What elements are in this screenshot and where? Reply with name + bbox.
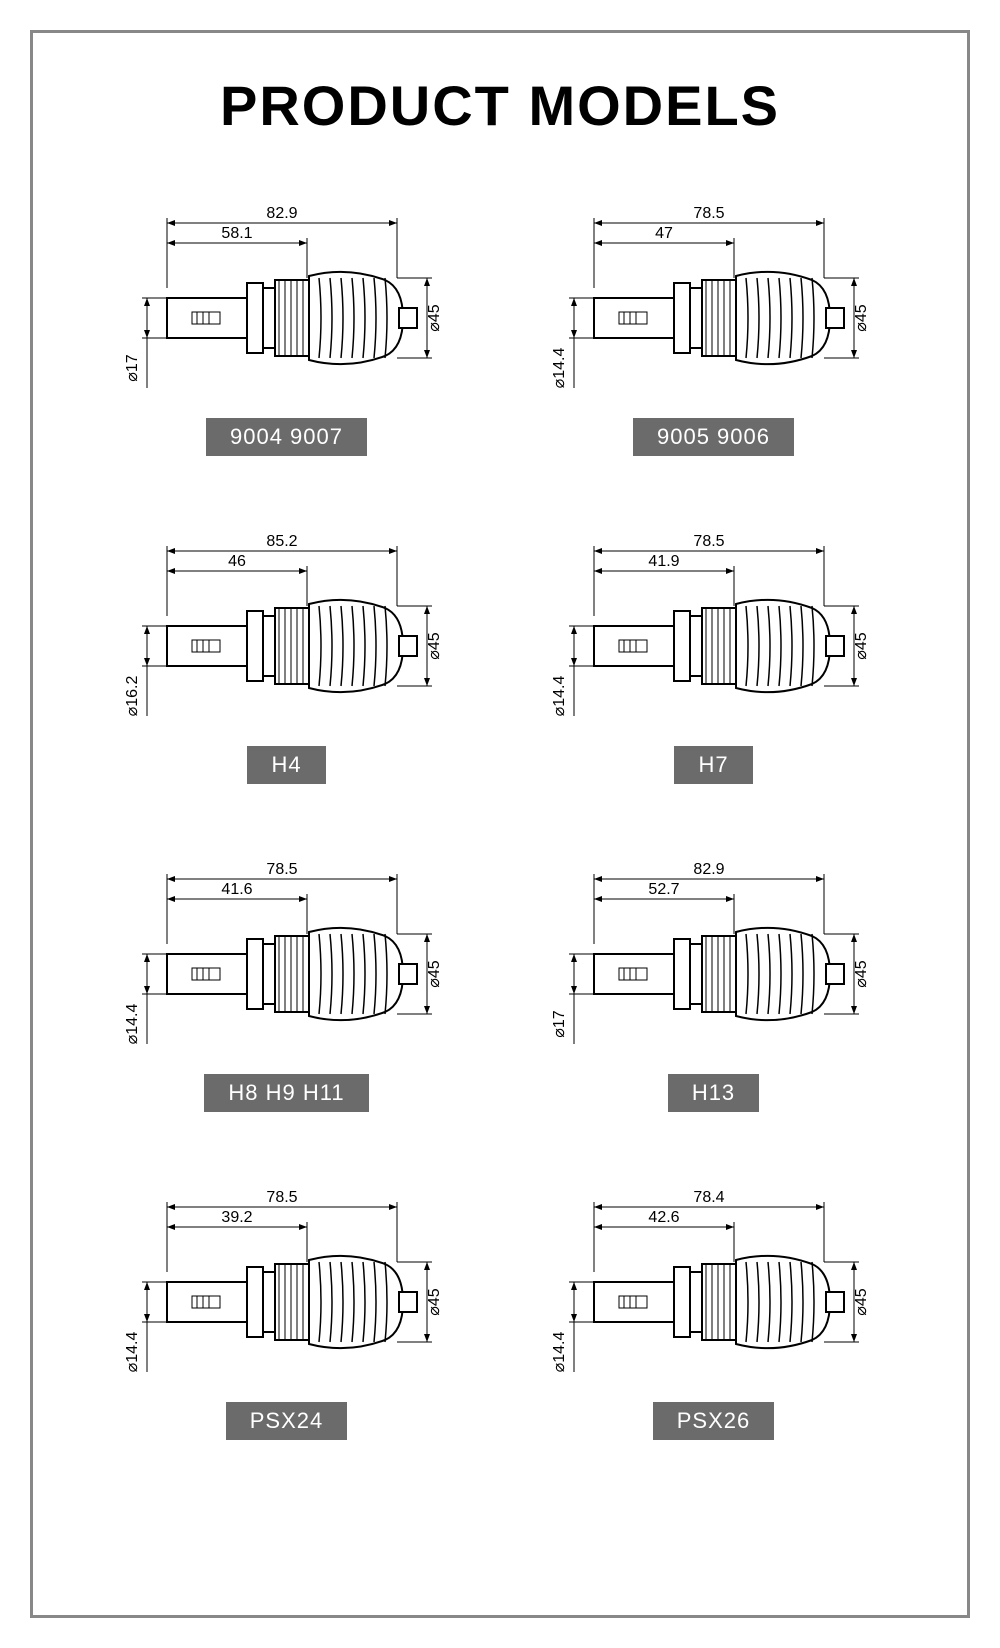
svg-text:78.4: 78.4 bbox=[693, 1189, 724, 1206]
svg-text:⌀45: ⌀45 bbox=[853, 304, 870, 332]
model-diagram: 78.5 39.2 ⌀14.4 ⌀45 bbox=[107, 1172, 467, 1382]
model-diagram: 82.9 52.7 ⌀17 ⌀45 bbox=[534, 844, 894, 1054]
svg-text:⌀45: ⌀45 bbox=[853, 1288, 870, 1316]
model-diagram: 85.2 46 ⌀16.2 ⌀45 bbox=[107, 516, 467, 726]
model-label: 9004 9007 bbox=[206, 418, 367, 456]
model-label: H8 H9 H11 bbox=[204, 1074, 368, 1112]
svg-text:47: 47 bbox=[655, 225, 673, 242]
svg-text:58.1: 58.1 bbox=[221, 225, 252, 242]
page-title: PRODUCT MODELS bbox=[53, 73, 947, 138]
svg-text:78.5: 78.5 bbox=[266, 861, 297, 878]
model-diagram: 82.9 58.1 ⌀17 ⌀45 bbox=[107, 188, 467, 398]
model-diagram: 78.4 42.6 ⌀14.4 ⌀45 bbox=[534, 1172, 894, 1382]
model-label: PSX26 bbox=[653, 1402, 775, 1440]
svg-text:85.2: 85.2 bbox=[266, 533, 297, 550]
svg-text:⌀45: ⌀45 bbox=[426, 1288, 443, 1316]
svg-text:⌀17: ⌀17 bbox=[124, 354, 141, 382]
model-cell: 82.9 58.1 ⌀17 ⌀45 9004 9007 bbox=[83, 188, 490, 456]
svg-text:⌀45: ⌀45 bbox=[426, 632, 443, 660]
svg-text:⌀45: ⌀45 bbox=[426, 960, 443, 988]
model-grid: 82.9 58.1 ⌀17 ⌀45 9004 9007 78.5 47 ⌀14.4 ⌀45 900… bbox=[53, 188, 947, 1440]
svg-text:39.2: 39.2 bbox=[221, 1209, 252, 1226]
svg-text:78.5: 78.5 bbox=[693, 533, 724, 550]
svg-text:⌀14.4: ⌀14.4 bbox=[124, 1332, 141, 1373]
model-cell: 78.5 41.6 ⌀14.4 ⌀45 H8 H9 H11 bbox=[83, 844, 490, 1112]
outer-frame: PRODUCT MODELS 82.9 58.1 ⌀17 ⌀45 9004 9007 78… bbox=[30, 30, 970, 1618]
model-diagram: 78.5 47 ⌀14.4 ⌀45 bbox=[534, 188, 894, 398]
model-cell: 78.5 47 ⌀14.4 ⌀45 9005 9006 bbox=[510, 188, 917, 456]
model-diagram: 78.5 41.9 ⌀14.4 ⌀45 bbox=[534, 516, 894, 726]
svg-text:⌀45: ⌀45 bbox=[426, 304, 443, 332]
model-label: H7 bbox=[674, 746, 752, 784]
svg-text:⌀14.4: ⌀14.4 bbox=[551, 1332, 568, 1373]
model-cell: 78.5 39.2 ⌀14.4 ⌀45 PSX24 bbox=[83, 1172, 490, 1440]
model-cell: 78.5 41.9 ⌀14.4 ⌀45 H7 bbox=[510, 516, 917, 784]
svg-text:⌀14.4: ⌀14.4 bbox=[551, 348, 568, 389]
svg-text:78.5: 78.5 bbox=[266, 1189, 297, 1206]
svg-text:78.5: 78.5 bbox=[693, 205, 724, 222]
model-label: H13 bbox=[668, 1074, 759, 1112]
model-diagram: 78.5 41.6 ⌀14.4 ⌀45 bbox=[107, 844, 467, 1054]
model-cell: 78.4 42.6 ⌀14.4 ⌀45 PSX26 bbox=[510, 1172, 917, 1440]
model-cell: 82.9 52.7 ⌀17 ⌀45 H13 bbox=[510, 844, 917, 1112]
svg-text:⌀45: ⌀45 bbox=[853, 632, 870, 660]
svg-text:⌀14.4: ⌀14.4 bbox=[124, 1004, 141, 1045]
svg-text:⌀45: ⌀45 bbox=[853, 960, 870, 988]
svg-text:41.6: 41.6 bbox=[221, 881, 252, 898]
svg-text:41.9: 41.9 bbox=[648, 553, 679, 570]
svg-text:82.9: 82.9 bbox=[266, 205, 297, 222]
svg-text:52.7: 52.7 bbox=[648, 881, 679, 898]
svg-text:⌀16.2: ⌀16.2 bbox=[124, 676, 141, 717]
svg-text:46: 46 bbox=[228, 553, 246, 570]
model-label: 9005 9006 bbox=[633, 418, 794, 456]
model-label: PSX24 bbox=[226, 1402, 348, 1440]
model-label: H4 bbox=[247, 746, 325, 784]
svg-text:⌀14.4: ⌀14.4 bbox=[551, 676, 568, 717]
model-cell: 85.2 46 ⌀16.2 ⌀45 H4 bbox=[83, 516, 490, 784]
svg-text:82.9: 82.9 bbox=[693, 861, 724, 878]
svg-text:⌀17: ⌀17 bbox=[551, 1010, 568, 1038]
svg-text:42.6: 42.6 bbox=[648, 1209, 679, 1226]
